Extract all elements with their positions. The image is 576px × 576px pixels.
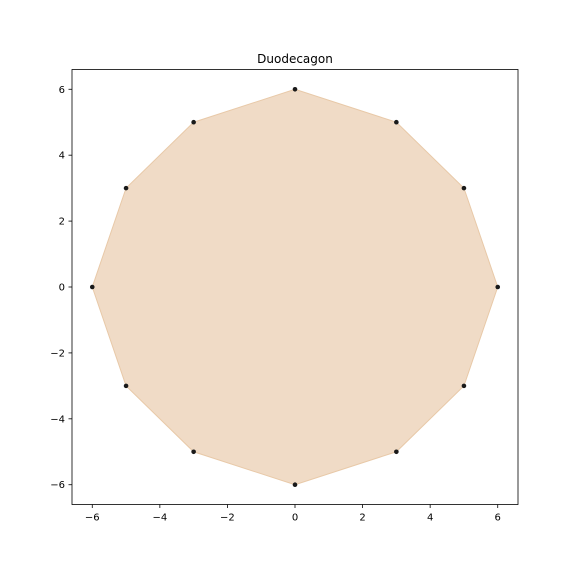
y-tick-label: −6 bbox=[50, 480, 65, 491]
x-tick-label: 4 bbox=[427, 513, 433, 524]
data-point-9 bbox=[191, 449, 196, 455]
data-point-12 bbox=[461, 383, 467, 389]
data-point-7 bbox=[89, 284, 95, 290]
y-tick-label: −4 bbox=[50, 414, 65, 425]
y-axis: −6 −4 −2 0 2 4 6 bbox=[50, 85, 72, 491]
x-tick-label: −6 bbox=[85, 513, 100, 524]
data-point-1 bbox=[495, 284, 501, 290]
x-tick-label: 0 bbox=[292, 513, 298, 524]
y-tick-label: 4 bbox=[59, 151, 65, 162]
data-point-8 bbox=[123, 383, 129, 389]
y-tick-label: 6 bbox=[59, 85, 65, 96]
data-point-2 bbox=[461, 185, 467, 191]
data-point-11 bbox=[394, 449, 399, 455]
x-tick-label: 2 bbox=[359, 513, 365, 524]
x-axis: −6 −4 −2 0 2 4 6 bbox=[85, 504, 501, 524]
y-tick-label: 0 bbox=[59, 283, 65, 294]
data-point-6 bbox=[123, 185, 129, 191]
polygon-fill bbox=[91, 88, 499, 486]
data-point-4 bbox=[292, 86, 298, 92]
x-tick-label: −4 bbox=[152, 513, 167, 524]
data-point-3 bbox=[394, 119, 399, 125]
y-tick-label: −2 bbox=[50, 348, 65, 359]
chart-title: Duodecagon bbox=[257, 52, 333, 66]
points-layer bbox=[89, 86, 501, 488]
x-tick-label: −2 bbox=[220, 513, 235, 524]
y-tick-label: 2 bbox=[59, 217, 65, 228]
data-point-10 bbox=[292, 482, 298, 488]
data-point-5 bbox=[191, 119, 196, 125]
x-tick-label: 6 bbox=[495, 513, 501, 524]
